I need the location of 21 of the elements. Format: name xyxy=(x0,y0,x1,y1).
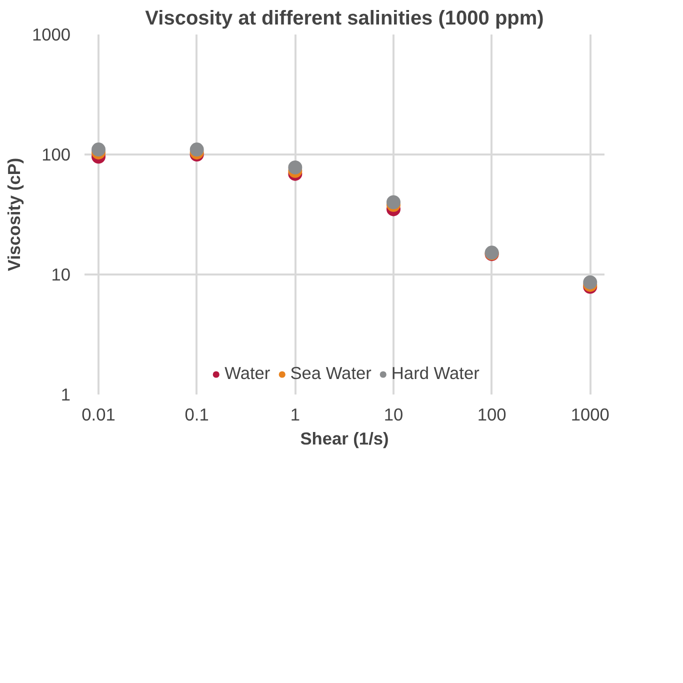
y-tick-label: 1000 xyxy=(32,24,71,44)
x-tick-label: 100 xyxy=(477,404,506,424)
y-axis-title: Viscosity (cP) xyxy=(4,158,24,272)
y-tick-label: 10 xyxy=(51,264,71,284)
y-tick-label: 100 xyxy=(42,144,71,164)
legend-label: Water xyxy=(224,363,270,384)
point xyxy=(288,160,302,174)
point xyxy=(92,142,106,157)
legend-label: Hard Water xyxy=(391,363,480,384)
x-tick-label: 1 xyxy=(290,404,300,424)
point xyxy=(386,195,400,210)
point xyxy=(190,142,204,157)
x-tick-label: 0.1 xyxy=(184,404,209,424)
y-tick-label: 1 xyxy=(60,384,71,404)
x-tick-label: 0.01 xyxy=(82,404,116,424)
legend-label: Sea Water xyxy=(290,363,372,384)
x-tick-label: 10 xyxy=(384,404,404,424)
x-tick-label: 1000 xyxy=(570,404,610,424)
x-axis-title: Shear (1/s) xyxy=(300,428,389,448)
chart-title: Viscosity at different salinities (1000 ppm) xyxy=(145,8,544,30)
point xyxy=(583,275,598,290)
